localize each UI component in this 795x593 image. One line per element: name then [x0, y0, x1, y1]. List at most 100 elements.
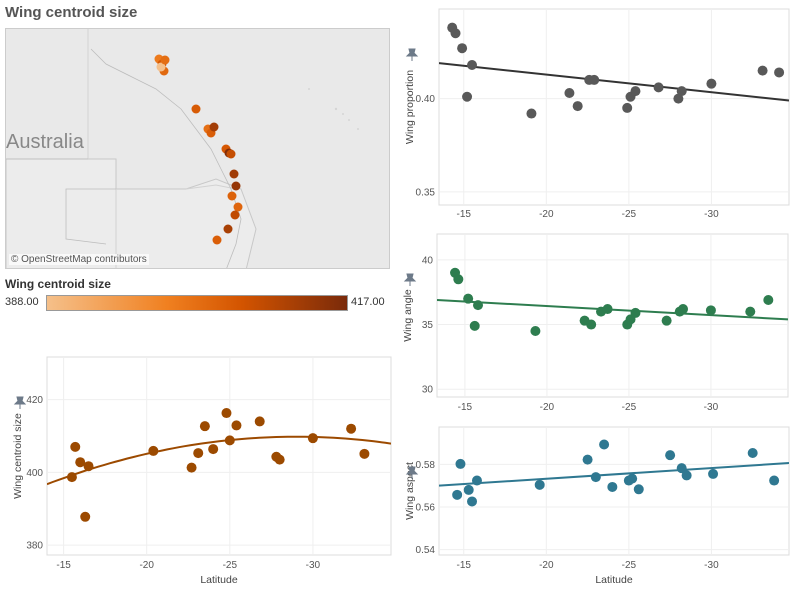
data-point[interactable]: [193, 448, 204, 459]
data-point[interactable]: [763, 294, 774, 305]
map-point[interactable]: [233, 202, 243, 212]
data-point[interactable]: [708, 468, 719, 479]
map-credit[interactable]: © OpenStreetMap contributors: [9, 254, 149, 265]
map-point[interactable]: [231, 181, 241, 191]
data-point[interactable]: [653, 82, 664, 93]
data-point[interactable]: [346, 423, 357, 434]
data-point[interactable]: [186, 462, 197, 473]
y-axis-label: Wing aspect: [404, 462, 416, 520]
data-point[interactable]: [769, 475, 780, 486]
data-point[interactable]: [359, 448, 370, 459]
data-point[interactable]: [757, 65, 768, 76]
data-point[interactable]: [665, 450, 676, 461]
trend-line[interactable]: [439, 62, 789, 102]
data-point[interactable]: [148, 445, 159, 456]
map-point[interactable]: [226, 149, 236, 159]
data-point[interactable]: [473, 300, 484, 311]
color-legend-bar: [46, 295, 348, 311]
trend-line[interactable]: [439, 462, 789, 487]
map-point[interactable]: [160, 55, 170, 65]
data-point[interactable]: [661, 315, 672, 326]
data-point[interactable]: [526, 108, 537, 119]
pin-icon[interactable]: [403, 273, 417, 286]
map-point[interactable]: [191, 104, 201, 114]
data-point[interactable]: [453, 274, 464, 285]
data-point[interactable]: [457, 43, 468, 54]
data-point[interactable]: [534, 479, 545, 490]
y-axis-label: Wing centroid size: [12, 413, 24, 499]
data-point[interactable]: [564, 88, 575, 98]
data-point[interactable]: [681, 470, 692, 481]
data-point[interactable]: [602, 304, 613, 315]
data-point[interactable]: [630, 86, 641, 97]
data-point[interactable]: [199, 421, 210, 432]
data-point[interactable]: [224, 435, 235, 446]
data-point[interactable]: [745, 306, 756, 317]
y-tick-label: 420: [26, 395, 43, 406]
pin-icon[interactable]: [13, 396, 27, 409]
map-point[interactable]: [209, 122, 219, 132]
data-point[interactable]: [467, 60, 478, 70]
data-point[interactable]: [471, 475, 482, 486]
data-point[interactable]: [463, 484, 474, 495]
data-point[interactable]: [450, 28, 461, 39]
data-point[interactable]: [530, 326, 541, 337]
data-point[interactable]: [70, 441, 81, 452]
map-point[interactable]: [227, 191, 237, 201]
map-point[interactable]: [156, 62, 166, 72]
data-point[interactable]: [80, 511, 91, 522]
data-point[interactable]: [307, 433, 318, 444]
y-tick-label: 0.54: [416, 545, 436, 556]
data-point[interactable]: [231, 420, 242, 431]
data-point[interactable]: [678, 304, 689, 315]
map[interactable]: Australia © OpenStreetMap contributors: [5, 28, 390, 269]
legend-max-label: 417.00: [351, 296, 385, 308]
data-point[interactable]: [774, 67, 785, 78]
map-point[interactable]: [212, 235, 222, 245]
data-point[interactable]: [676, 463, 687, 474]
chart-wing-angle[interactable]: -15 -20 -25 -30 30 35 40 Wing angle: [397, 233, 790, 423]
y-tick-label: 0.58: [416, 460, 436, 471]
data-point[interactable]: [589, 74, 600, 85]
data-point[interactable]: [75, 457, 86, 468]
pin-icon[interactable]: [405, 466, 419, 479]
dashboard-title: Wing centroid size: [5, 4, 138, 21]
data-point[interactable]: [467, 496, 478, 507]
data-point[interactable]: [705, 305, 716, 316]
x-tick-label: -20: [539, 560, 554, 571]
map-point[interactable]: [223, 224, 233, 234]
data-point[interactable]: [254, 416, 265, 427]
trend-curve[interactable]: [47, 435, 391, 486]
map-point[interactable]: [229, 169, 239, 179]
data-point[interactable]: [590, 472, 601, 483]
data-point[interactable]: [630, 307, 641, 318]
x-tick-label: -25: [622, 209, 637, 220]
data-point[interactable]: [455, 458, 466, 469]
data-point[interactable]: [627, 473, 638, 484]
data-point[interactable]: [572, 101, 583, 112]
data-point[interactable]: [586, 319, 597, 330]
data-point[interactable]: [607, 481, 618, 492]
data-point[interactable]: [274, 454, 285, 465]
data-point[interactable]: [469, 320, 480, 331]
data-point[interactable]: [582, 454, 593, 465]
data-point[interactable]: [208, 444, 219, 455]
data-point[interactable]: [221, 408, 232, 419]
data-point[interactable]: [673, 93, 684, 104]
data-point[interactable]: [747, 448, 758, 459]
data-point[interactable]: [633, 484, 644, 495]
data-point[interactable]: [66, 472, 77, 483]
data-point[interactable]: [83, 461, 94, 472]
data-point[interactable]: [706, 78, 717, 89]
data-point[interactable]: [599, 439, 610, 450]
data-point[interactable]: [676, 86, 687, 97]
data-point[interactable]: [462, 91, 473, 102]
pin-icon[interactable]: [405, 48, 419, 61]
data-point[interactable]: [463, 293, 474, 304]
data-point[interactable]: [622, 102, 633, 113]
map-point[interactable]: [230, 210, 240, 220]
data-point[interactable]: [452, 489, 463, 500]
